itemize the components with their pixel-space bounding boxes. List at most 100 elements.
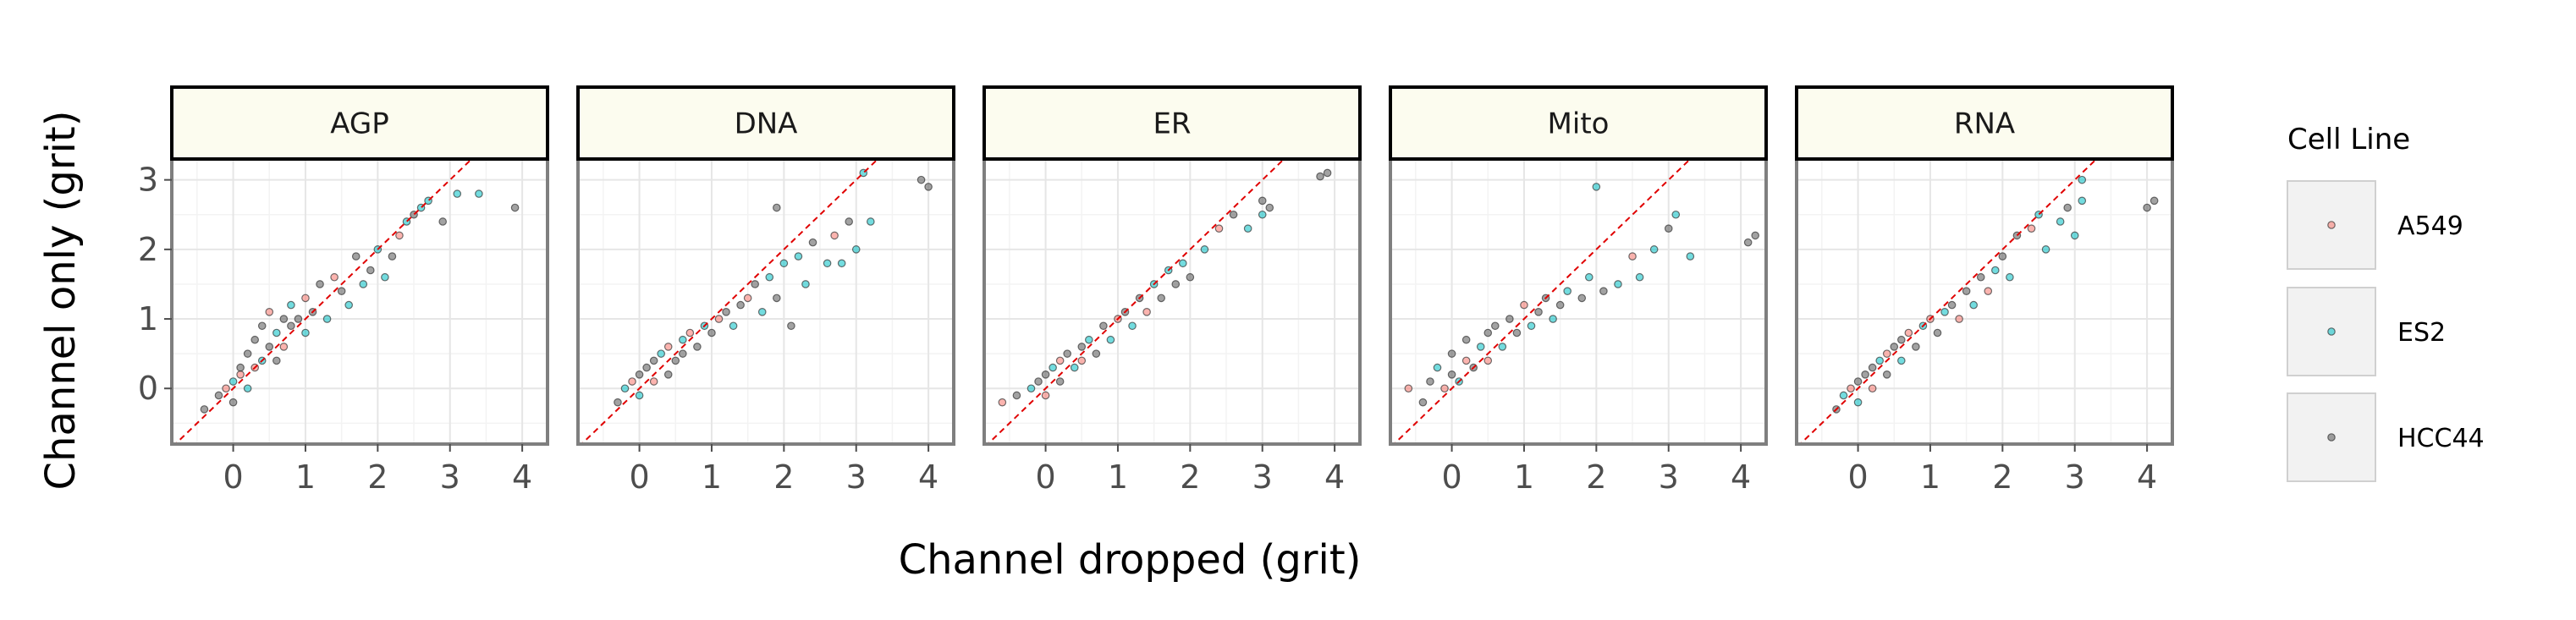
data-point (729, 321, 738, 331)
data-point (243, 349, 252, 358)
data-point (1055, 377, 1065, 386)
data-point (1882, 370, 1891, 379)
data-point (1686, 252, 1695, 261)
data-point (1868, 363, 1877, 372)
data-point (1962, 287, 1971, 295)
data-point (243, 384, 252, 393)
data-point (359, 280, 368, 288)
panel-background (1390, 159, 1766, 444)
panel-plot-area (173, 159, 520, 444)
data-point (635, 370, 644, 379)
x-tick-label: 1 (1108, 458, 1128, 496)
data-point (228, 398, 238, 407)
data-point (301, 328, 310, 337)
data-point (808, 238, 817, 247)
x-tick-label: 1 (702, 458, 722, 496)
x-tick-label: 3 (1659, 458, 1679, 496)
data-point (1157, 294, 1165, 303)
facet-strip-label: AGP (330, 107, 389, 141)
data-point (1049, 363, 1057, 372)
data-point (2027, 224, 2036, 233)
data-point (1461, 356, 1471, 365)
data-point (272, 328, 281, 337)
facet-strip (576, 85, 955, 161)
data-point (236, 370, 245, 379)
data-point (765, 272, 774, 282)
x-tick-label: 1 (1514, 458, 1534, 496)
data-point (1904, 328, 1913, 337)
data-point (1034, 377, 1043, 386)
data-point (794, 252, 803, 261)
data-point (1933, 328, 1942, 337)
data-point (279, 343, 289, 351)
legend-key (2287, 287, 2376, 376)
data-point (294, 315, 303, 323)
data-point (2063, 203, 2072, 212)
data-point (614, 398, 622, 407)
data-point (1491, 321, 1500, 331)
data-point (351, 252, 361, 261)
panel-background (578, 159, 954, 444)
legend-marker (2327, 221, 2336, 229)
data-point (1527, 321, 1536, 331)
data-point (438, 217, 447, 226)
data-point (1041, 370, 1050, 379)
data-point (830, 231, 839, 240)
x-tick-label: 0 (1035, 458, 1055, 496)
x-tick-label: 0 (223, 458, 243, 496)
data-point (214, 391, 223, 400)
data-point (1585, 272, 1593, 282)
data-point (1447, 349, 1456, 358)
panel-plot-area (1798, 159, 2159, 444)
data-point (1847, 384, 1855, 393)
identity-reference-line (1392, 159, 1692, 444)
identity-reference-line (580, 159, 879, 444)
data-point (916, 175, 926, 184)
data-point (722, 308, 730, 316)
data-point (228, 377, 238, 386)
data-point (1890, 343, 1899, 351)
data-point (2078, 175, 2087, 184)
data-point (1483, 356, 1493, 365)
panel-background (172, 159, 548, 444)
data-point (265, 308, 274, 316)
identity-reference-line (986, 159, 1285, 444)
facet-strip-label: Mito (1548, 107, 1610, 141)
facet-panel-er: ER 0 1 2 3 4 (983, 85, 1362, 496)
data-point (837, 259, 846, 268)
data-point (1969, 300, 1978, 310)
data-point (1426, 377, 1434, 386)
data-point (236, 363, 245, 372)
data-point (287, 321, 295, 331)
data-point (707, 328, 716, 337)
panel-plot-area (580, 159, 933, 444)
data-point (1839, 391, 1848, 400)
data-point (1853, 377, 1863, 386)
panel-background (1797, 159, 2172, 444)
facet-panel-rna: RNA 0 1 2 3 4 (1795, 85, 2174, 496)
x-tick-label: 1 (1920, 458, 1940, 496)
legend-marker (2327, 433, 2336, 442)
data-point (1433, 363, 1442, 372)
legend-label: ES2 (2397, 318, 2446, 348)
legend-marker (2327, 327, 2336, 336)
x-tick-label: 4 (2137, 458, 2157, 496)
data-point (1461, 335, 1471, 344)
data-point (1947, 300, 1957, 310)
x-tick-label: 2 (773, 458, 794, 496)
legend-item-a549: A549 (2287, 180, 2463, 270)
data-point (337, 287, 346, 295)
data-point (344, 300, 353, 310)
data-point (2056, 217, 2065, 226)
data-point (1447, 370, 1456, 379)
data-point (1483, 328, 1493, 337)
data-point (1440, 384, 1449, 393)
data-point (823, 259, 832, 268)
data-point (671, 356, 680, 365)
data-point (2078, 196, 2087, 206)
y-tick-label: 1 (138, 300, 158, 337)
facet-panel-agp: AGP 0 1 2 3 4 0 1 2 3 (138, 85, 549, 496)
x-tick-label: 0 (1441, 458, 1461, 496)
data-point (1179, 259, 1187, 268)
y-tick-label: 2 (138, 231, 158, 268)
